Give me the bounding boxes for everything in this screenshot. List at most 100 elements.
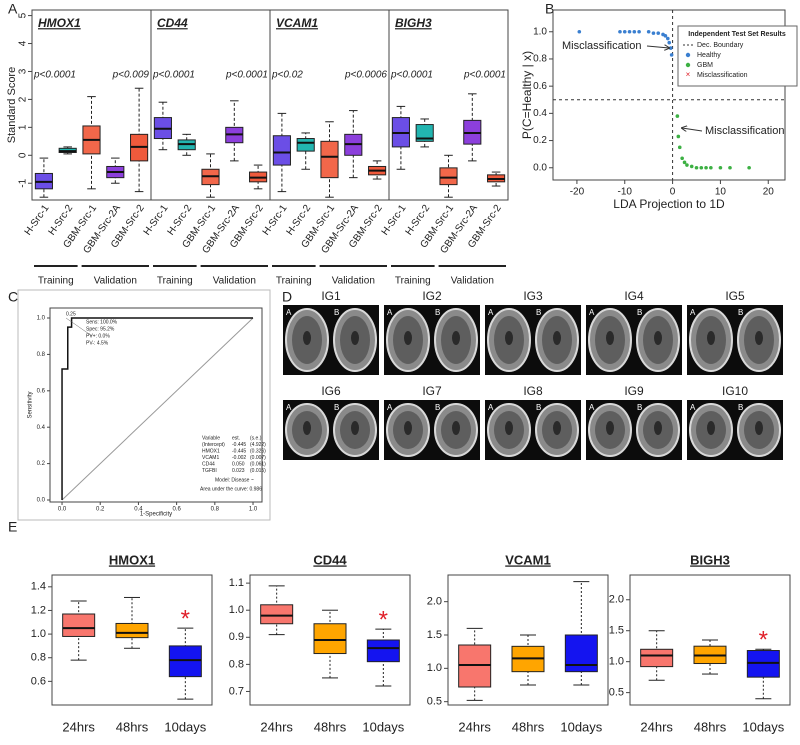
model-text: Model: Disease ~ xyxy=(215,477,254,483)
y-tick-label: 5 xyxy=(18,12,29,18)
point xyxy=(728,165,732,170)
x-tick-label: 24hrs xyxy=(260,719,293,734)
x-tick-label: 10days xyxy=(164,719,206,734)
table-cell: (0.061) xyxy=(250,461,266,467)
y-tick-label: 2.0 xyxy=(609,594,624,606)
p-value: p<0.0001 xyxy=(390,70,433,81)
image-sublabel: B xyxy=(334,308,339,317)
point xyxy=(668,46,673,50)
panel-label: E xyxy=(8,519,17,535)
table-cell: (4.922) xyxy=(250,442,266,448)
chart-title: BIGH3 xyxy=(690,552,730,567)
point xyxy=(667,40,672,45)
plot-frame xyxy=(49,307,263,503)
y-tick-label: 1.5 xyxy=(609,625,624,637)
group-label: Training xyxy=(38,276,74,287)
y-tick-label: 1.1 xyxy=(229,577,244,589)
image-sublabel: A xyxy=(488,403,494,412)
chart-title: VCAM1 xyxy=(505,552,551,567)
point xyxy=(632,29,637,34)
ventricle xyxy=(606,421,614,435)
ventricle xyxy=(303,331,311,345)
image-label: IG2 xyxy=(422,289,442,303)
y-tick-label: 0.6 xyxy=(37,388,46,394)
y-tick-label: 0.0 xyxy=(37,498,46,504)
roc-stat: PV+: 0.0% xyxy=(86,333,110,339)
y-tick-label: 0.4 xyxy=(533,108,547,119)
ventricle xyxy=(452,331,460,345)
box xyxy=(260,604,294,625)
box xyxy=(564,634,598,673)
roc-stat: Sens: 100.0% xyxy=(86,319,118,325)
x-axis-label: LDA Projection to 1D xyxy=(613,197,725,211)
y-tick-label: 3 xyxy=(18,68,29,74)
image-sublabel: A xyxy=(488,308,494,317)
box xyxy=(366,639,400,663)
point xyxy=(656,31,661,35)
y-tick-label: 0.4 xyxy=(37,425,46,431)
p-value: p<0.0001 xyxy=(225,70,268,81)
cutoff-pointer xyxy=(65,317,93,337)
y-tick-label: 1.0 xyxy=(229,604,244,616)
table-cell: 0.023 xyxy=(232,468,245,474)
auc-text: Area under the curve: 0.986 xyxy=(200,486,262,492)
x-tick-label: 1.0 xyxy=(249,507,258,513)
image-sublabel: B xyxy=(738,403,743,412)
y-tick-label: 0.0 xyxy=(533,162,547,173)
image-label: IG6 xyxy=(321,384,341,398)
chart-title: CD44 xyxy=(313,552,347,567)
legend-entry: Healthy xyxy=(697,52,721,59)
image-sublabel: B xyxy=(637,308,642,317)
y-tick-label: 0.2 xyxy=(37,461,46,467)
y-tick-label: 1.0 xyxy=(533,26,547,37)
box xyxy=(320,140,339,179)
box xyxy=(62,613,96,637)
p-value: p<0.0001 xyxy=(152,70,195,81)
point xyxy=(677,145,682,150)
p-value: p<0.02 xyxy=(271,70,303,81)
facet-title: CD44 xyxy=(157,16,188,30)
image-label: IG3 xyxy=(523,289,543,303)
point xyxy=(676,134,681,139)
table-cell: -0.445 xyxy=(232,448,246,454)
ventricle xyxy=(404,421,412,435)
x-tick-label: -20 xyxy=(570,187,585,198)
panel-label: B xyxy=(545,1,554,17)
x-tick-label: 24hrs xyxy=(62,719,95,734)
y-axis-label: Standard Score xyxy=(6,67,18,143)
image-label: IG7 xyxy=(422,384,442,398)
facet-title: BIGH3 xyxy=(395,16,432,30)
box xyxy=(415,124,434,142)
plot-frame xyxy=(447,574,609,706)
facet-title: HMOX1 xyxy=(38,16,81,30)
significance: * xyxy=(379,607,388,634)
significance: * xyxy=(181,606,190,633)
chart-title: HMOX1 xyxy=(109,552,155,567)
table-cell: -0.002 xyxy=(232,455,246,461)
significance: * xyxy=(759,627,768,654)
group-label: Training xyxy=(157,276,193,287)
box xyxy=(115,622,149,639)
point xyxy=(663,34,668,38)
legend-swatch: × xyxy=(686,70,691,79)
ventricle xyxy=(452,421,460,435)
legend-title: Independent Test Set Results xyxy=(688,31,786,38)
x-tick-label: 48hrs xyxy=(314,719,347,734)
x-tick-label: 48hrs xyxy=(116,719,149,734)
point xyxy=(577,29,582,34)
y-tick-label: 1.0 xyxy=(31,628,46,640)
p-value: p<0.0001 xyxy=(463,70,506,81)
ventricle xyxy=(553,421,561,435)
table-cell: -0.445 xyxy=(232,442,246,448)
image-sublabel: B xyxy=(738,308,743,317)
point xyxy=(646,29,651,34)
group-label: Training xyxy=(276,276,312,287)
x-tick-label: 24hrs xyxy=(458,719,491,734)
x-tick-label: 0.2 xyxy=(96,507,105,513)
table-cell: VCAM1 xyxy=(202,455,219,461)
plot-frame xyxy=(629,574,791,706)
y-tick-label: 1.2 xyxy=(31,604,46,616)
table-cell: TGFBI xyxy=(202,468,217,474)
x-tick-label: 24hrs xyxy=(640,719,673,734)
y-tick-label: 0.2 xyxy=(533,135,547,146)
